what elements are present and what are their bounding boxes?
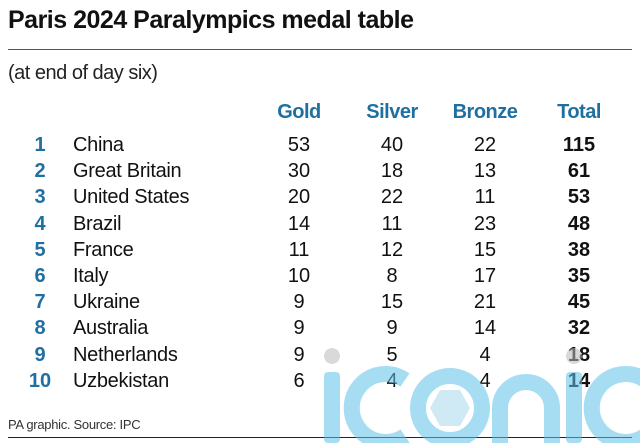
country-name: Great Britain [73,160,182,183]
total-count: 115 [562,134,596,156]
rank-number: 10 [28,369,52,392]
table-row: 6 Italy 10 8 17 35 [0,265,640,291]
country-name: Ukraine [73,291,140,314]
country-name: Brazil [73,212,122,235]
silver-count: 18 [380,160,404,183]
bronze-count: 15 [473,238,497,261]
gold-count: 9 [293,291,305,314]
silver-count: 5 [386,343,398,366]
gold-count: 53 [287,134,311,156]
bronze-count: 4 [479,369,491,392]
rank-number: 6 [34,265,46,287]
rank-number: 2 [34,160,46,183]
page-title: Paris 2024 Paralympics medal table [8,6,414,34]
total-count: 45 [567,291,591,314]
table-row: 7 Ukraine 9 15 21 45 [0,291,640,317]
gold-count: 11 [288,238,310,261]
column-header-silver: Silver [366,101,418,123]
total-count: 18 [567,343,591,366]
gold-count: 10 [287,265,311,287]
gold-count: 6 [293,369,305,392]
total-count: 53 [567,186,591,209]
table-row: 1 China 53 40 22 115 [0,134,640,160]
silver-count: 8 [386,265,398,287]
column-header-bronze: Bronze [452,101,518,123]
silver-count: 15 [380,291,404,314]
column-header-gold: Gold [277,101,321,123]
rank-number: 1 [34,134,46,156]
total-count: 35 [567,265,591,287]
gold-count: 9 [293,343,305,366]
column-header-total: Total [557,101,601,123]
silver-count: 11 [381,212,403,235]
gold-count: 20 [287,186,311,209]
bronze-count: 17 [473,265,497,287]
country-name: Australia [73,317,149,340]
gold-count: 30 [287,160,311,183]
silver-count: 40 [380,134,404,156]
table-row: 3 United States 20 22 11 53 [0,186,640,212]
bronze-count: 21 [473,291,497,314]
silver-count: 4 [386,369,398,392]
silver-count: 22 [380,186,404,209]
silver-count: 9 [386,317,398,340]
country-name: France [73,238,134,261]
total-count: 48 [567,212,591,235]
rank-number: 7 [34,291,46,314]
bronze-count: 4 [479,343,491,366]
bottom-divider [8,437,632,438]
rank-number: 9 [34,343,46,366]
total-count: 14 [567,369,591,392]
rank-number: 8 [34,317,46,340]
table-row: 8 Australia 9 9 14 32 [0,317,640,343]
country-name: United States [73,186,190,209]
total-count: 38 [567,238,591,261]
country-name: Uzbekistan [73,369,169,392]
rank-number: 3 [34,186,46,209]
table-row: 5 France 11 12 15 38 [0,239,640,265]
gold-count: 14 [287,212,311,235]
country-name: China [73,134,124,156]
total-count: 32 [567,317,591,340]
title-divider [8,49,632,50]
table-row: 4 Brazil 14 11 23 48 [0,213,640,239]
subtitle: (at end of day six) [8,62,158,84]
silver-count: 12 [380,238,404,261]
bronze-count: 13 [473,160,497,183]
rank-number: 5 [34,238,46,261]
source-note: PA graphic. Source: IPC [8,417,141,432]
bronze-count: 22 [473,134,497,156]
bronze-count: 11 [474,186,496,209]
table-row: 10 Uzbekistan 6 4 4 14 [0,370,640,396]
table-row: 9 Netherlands 9 5 4 18 [0,344,640,370]
gold-count: 9 [293,317,305,340]
total-count: 61 [567,160,591,183]
country-name: Netherlands [73,343,178,366]
bronze-count: 14 [473,317,497,340]
rank-number: 4 [34,212,46,235]
country-name: Italy [73,265,109,287]
bronze-count: 23 [473,212,497,235]
table-row: 2 Great Britain 30 18 13 61 [0,160,640,186]
